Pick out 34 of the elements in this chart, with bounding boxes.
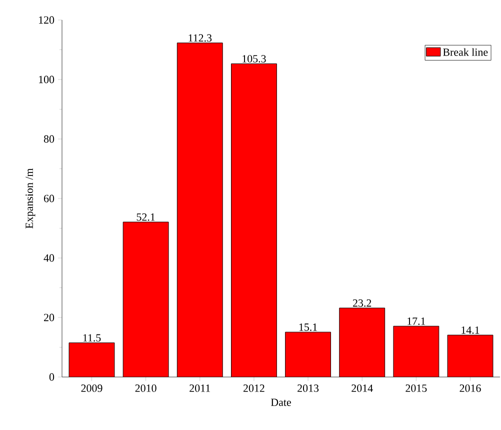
y-tick-label: 120 [39,16,54,24]
data-label: 14.1 [462,326,480,334]
data-label: 11.5 [83,334,101,342]
y-tick-label: 60 [44,194,54,202]
y-tick-label: 40 [44,254,54,262]
bar [177,42,223,377]
data-label: 15.1 [299,323,317,331]
y-axis-title: Expansion /m [26,168,36,228]
x-tick-label: 2012 [243,384,264,392]
x-tick-label: 2010 [135,384,156,392]
x-tick-label: 2016 [460,384,481,392]
bar [339,308,385,377]
bar [393,326,439,377]
data-label: 52.1 [136,213,155,221]
data-label: 23.2 [353,299,372,307]
bar [123,222,169,377]
y-tick-label: 100 [39,76,54,84]
bar [69,342,114,377]
x-tick-label: 2013 [298,384,319,392]
y-tick-label: 20 [44,314,54,322]
bar [231,64,277,377]
legend-label: Break line [443,48,488,56]
bar [285,332,331,377]
x-tick-label: 2015 [406,384,427,392]
data-label: 112.3 [188,34,212,42]
data-label: 105.3 [242,55,266,63]
bar [447,334,494,377]
x-tick-label: 2014 [352,384,373,392]
x-tick-label: 2011 [190,384,210,392]
x-axis-title: Date [270,398,291,406]
y-tick-label: 0 [49,373,54,381]
y-tick-label: 80 [44,135,54,143]
x-tick-label: 2009 [81,384,102,392]
data-label: 17.1 [408,318,426,325]
